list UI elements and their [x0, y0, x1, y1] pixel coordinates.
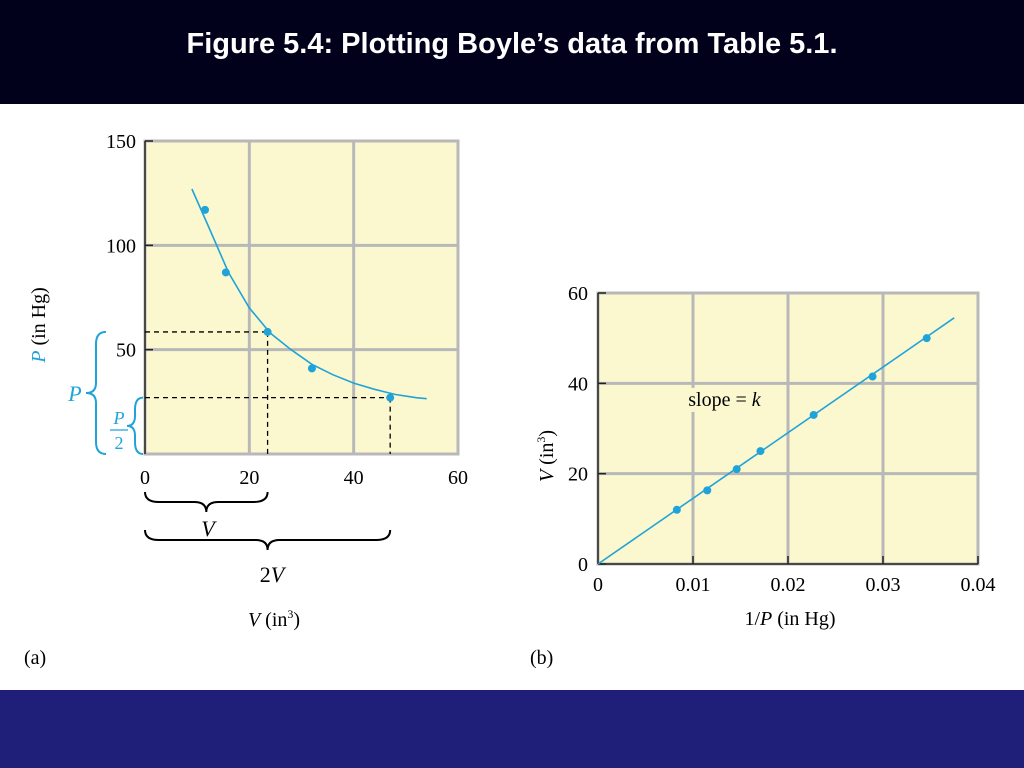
data-point: [263, 327, 272, 336]
x-tick-label: 0.03: [866, 574, 901, 596]
slope-label-bg: [685, 387, 786, 412]
brace-2v-label: 2V: [260, 562, 287, 587]
y-tick-label: 0: [578, 554, 588, 576]
brace-p-half: [126, 396, 144, 455]
y-tick-label: 100: [106, 235, 136, 257]
chart-a-plot-area: [143, 139, 460, 456]
x-tick-label: 60: [448, 467, 468, 489]
brace-p: [85, 330, 107, 455]
data-point: [922, 334, 931, 343]
data-point: [809, 410, 818, 419]
brace-v-label: V: [201, 516, 217, 541]
y-tick-label: 150: [106, 131, 136, 153]
chart-b-panel-label: (b): [530, 647, 553, 669]
y-tick-label: 50: [116, 340, 136, 362]
chart-a-tick-labels: 0 20 40 60 50 100 150: [106, 131, 468, 489]
x-tick-label: 0.01: [676, 574, 711, 596]
chart-a-ylabel: P (in Hg): [28, 287, 50, 364]
data-point: [307, 364, 316, 373]
y-tick-label: 40: [568, 373, 588, 395]
x-tick-label: 0: [140, 467, 150, 489]
footer-bar: [0, 690, 1024, 768]
brace-p-half-num: P: [113, 408, 125, 428]
chart-a-panel-label: (a): [24, 647, 46, 669]
brace-p-half-den: 2: [115, 433, 124, 453]
data-point: [386, 393, 395, 402]
slope-annotation: slope = k: [688, 389, 762, 411]
brace-2v: [144, 529, 392, 551]
y-tick-label: 60: [568, 283, 588, 305]
x-tick-label: 40: [344, 467, 364, 489]
data-point: [672, 505, 681, 514]
slide-title: Figure 5.4: Plotting Boyle’s data from T…: [186, 28, 838, 60]
chart-b-ylabel: V (in3): [534, 430, 558, 482]
chart-a: 0 20 40 60 50 100 150 V 2V V (in3) P (in Hg) P…: [24, 131, 468, 669]
chart-b-points: [672, 334, 931, 514]
title-bar: [0, 0, 1024, 104]
data-point: [200, 205, 209, 214]
x-tick-label: 20: [239, 467, 259, 489]
chart-a-points: [200, 205, 395, 402]
data-point: [703, 486, 712, 495]
brace-v: [144, 491, 269, 513]
data-point: [221, 268, 230, 277]
chart-b-grid: [597, 292, 979, 565]
chart-a-reference-lines: [145, 331, 391, 454]
chart-a-xlabel: V (in3): [248, 607, 300, 631]
y-tick-label: 20: [568, 464, 588, 486]
x-tick-label: 0.04: [961, 574, 996, 596]
x-tick-label: 0.02: [771, 574, 806, 596]
chart-a-braces: [85, 330, 392, 551]
chart-b: 0 0.01 0.02 0.03 0.04 0 20 40 60 slope = k 1/P (…: [530, 283, 996, 669]
brace-p-label: P: [67, 381, 81, 406]
data-point: [868, 372, 877, 381]
data-point: [756, 447, 765, 456]
chart-b-xlabel: 1/P (in Hg): [744, 608, 835, 630]
chart-a-grid: [144, 140, 458, 454]
data-point: [732, 465, 741, 474]
chart-b-fit-line: [597, 317, 955, 565]
x-tick-label: 0: [593, 574, 603, 596]
chart-b-tick-labels: 0 0.01 0.02 0.03 0.04 0 20 40 60: [568, 283, 996, 596]
